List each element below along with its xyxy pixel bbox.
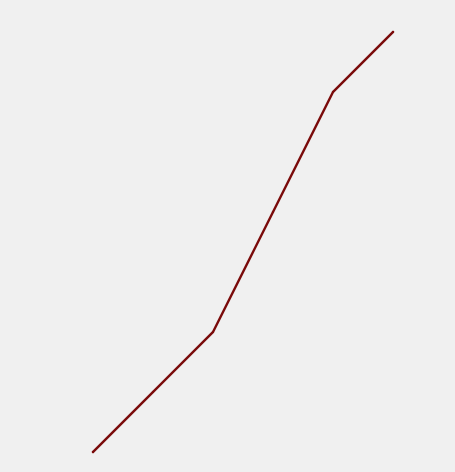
data-point-0-1 [151,390,155,394]
series-line-0 [91,30,395,454]
data-point-0-5 [391,30,395,34]
data-point-0-4 [331,90,335,94]
series-layer [91,30,395,454]
data-point-0-0 [91,450,95,454]
data-point-0-3 [271,210,275,214]
data-point-0-2 [211,330,215,334]
